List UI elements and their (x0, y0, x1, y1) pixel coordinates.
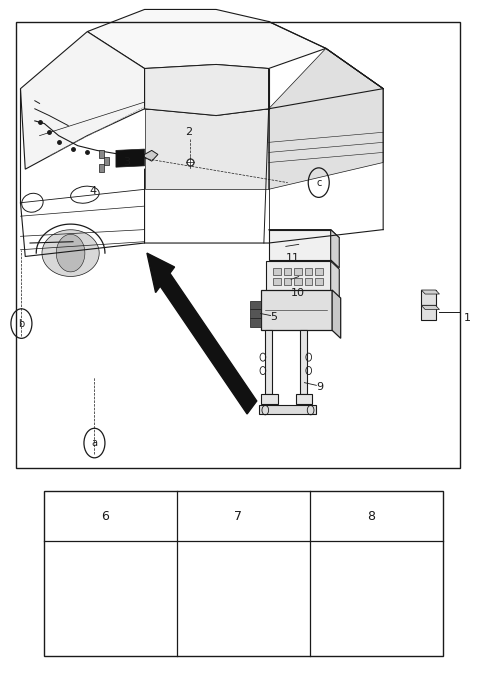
Text: 4: 4 (90, 185, 97, 195)
Polygon shape (42, 230, 99, 276)
Bar (250, 318, 261, 327)
Polygon shape (332, 290, 341, 338)
Polygon shape (265, 330, 272, 394)
Polygon shape (261, 290, 332, 330)
Ellipse shape (348, 594, 361, 609)
Text: 9: 9 (316, 382, 324, 392)
Polygon shape (269, 230, 339, 238)
Bar (305, 278, 312, 284)
Text: a: a (72, 512, 78, 522)
Bar (99, 164, 105, 172)
Bar (44, 491, 443, 656)
Bar (104, 157, 109, 165)
Bar (284, 278, 291, 284)
Bar (305, 268, 312, 274)
Polygon shape (259, 406, 316, 415)
Polygon shape (296, 394, 312, 404)
Polygon shape (116, 149, 144, 167)
Text: 3: 3 (123, 158, 130, 167)
Bar (250, 309, 261, 318)
Polygon shape (21, 32, 144, 169)
Bar (250, 301, 261, 309)
Text: 5: 5 (271, 312, 277, 322)
Text: 10: 10 (290, 288, 305, 299)
Polygon shape (266, 261, 331, 291)
Polygon shape (269, 230, 331, 259)
Text: b: b (204, 512, 211, 522)
Bar (274, 278, 281, 284)
Bar (99, 150, 105, 158)
Polygon shape (144, 65, 269, 115)
Text: 8: 8 (367, 510, 375, 524)
Polygon shape (142, 150, 158, 161)
Bar (16, 22, 459, 468)
Ellipse shape (388, 600, 401, 613)
Polygon shape (87, 9, 326, 69)
Text: 1: 1 (464, 313, 471, 324)
Text: b: b (18, 319, 24, 329)
Polygon shape (56, 235, 85, 272)
Polygon shape (331, 230, 339, 268)
Text: c: c (338, 512, 343, 522)
Polygon shape (262, 394, 278, 404)
Polygon shape (421, 290, 436, 305)
Polygon shape (144, 109, 269, 189)
Text: 7: 7 (234, 510, 242, 524)
Polygon shape (421, 305, 440, 309)
Bar (294, 278, 301, 284)
Text: c: c (316, 178, 322, 187)
Polygon shape (269, 49, 383, 189)
Polygon shape (421, 305, 436, 320)
Polygon shape (348, 580, 408, 623)
Bar (315, 268, 323, 274)
Bar (315, 278, 323, 284)
Bar (284, 268, 291, 274)
Text: 6: 6 (101, 510, 109, 524)
Polygon shape (300, 330, 307, 394)
FancyArrow shape (147, 253, 257, 414)
Polygon shape (421, 290, 440, 294)
Polygon shape (331, 261, 339, 299)
Text: 2: 2 (185, 127, 192, 137)
Text: 11: 11 (285, 253, 300, 263)
Bar (274, 268, 281, 274)
Text: a: a (92, 438, 97, 448)
Bar (294, 268, 301, 274)
